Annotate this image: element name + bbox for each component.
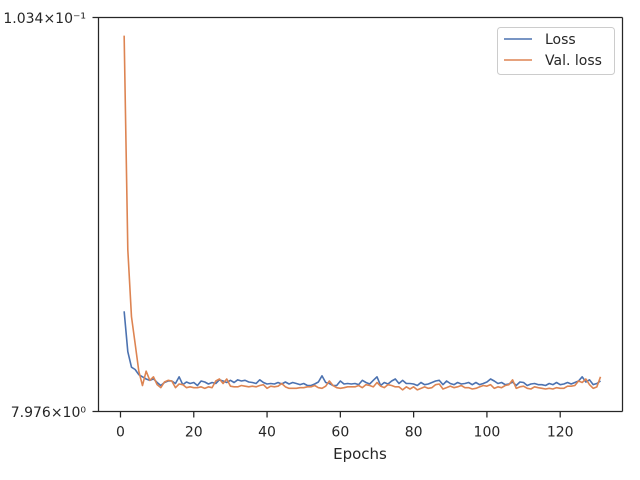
y-tick-label-bottom: 7.976×10⁰ xyxy=(11,405,87,421)
x-tick-label-20: 20 xyxy=(185,425,203,441)
y-tick-label-top: 1.034×10⁻¹ xyxy=(3,11,86,27)
series-layer xyxy=(123,35,602,391)
legend: Loss Val. loss xyxy=(497,27,615,75)
x-tick-label-0: 0 xyxy=(116,425,125,441)
legend-label-loss: Loss xyxy=(545,32,576,48)
legend-label-val-loss: Val. loss xyxy=(545,53,602,69)
x-tick-label-120: 120 xyxy=(547,425,574,441)
y-axis-ticks: 1.034×10⁻¹ 7.976×10⁰ xyxy=(3,11,99,421)
series-line-val-loss xyxy=(123,35,602,391)
x-tick-label-40: 40 xyxy=(258,425,276,441)
plot-area xyxy=(98,17,623,412)
x-tick-label-100: 100 xyxy=(474,425,501,441)
x-axis-ticks: 0 20 40 60 80 100 120 xyxy=(116,411,574,441)
x-tick-label-80: 80 xyxy=(405,425,423,441)
x-axis-label: Epochs xyxy=(333,445,387,463)
axes-frame xyxy=(97,16,624,413)
series-line-loss xyxy=(123,311,601,387)
x-tick-label-60: 60 xyxy=(331,425,349,441)
